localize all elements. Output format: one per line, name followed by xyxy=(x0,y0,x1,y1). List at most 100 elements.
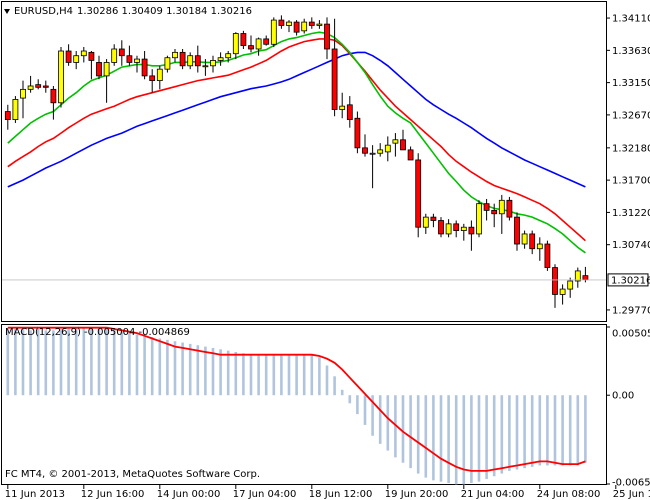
candle xyxy=(346,96,353,128)
macd-bar xyxy=(454,395,458,485)
candle-body xyxy=(141,58,148,77)
macd-header: MACD(12,26,9) -0.005004 -0.004869 xyxy=(5,327,190,338)
candle-body xyxy=(316,23,323,26)
candle-body xyxy=(126,55,133,63)
candle xyxy=(202,59,209,76)
candle-body xyxy=(42,85,49,88)
macd-signal xyxy=(7,326,586,472)
macd-bar xyxy=(553,395,557,466)
macd-bar xyxy=(302,354,306,396)
candle xyxy=(316,20,323,29)
candle xyxy=(217,52,224,66)
candle xyxy=(438,217,444,238)
candle-body xyxy=(4,111,11,121)
time-tick-label: 14 Jun 00:00 xyxy=(157,489,221,500)
time-tick-label: 21 Jun 04:00 xyxy=(461,489,525,500)
candle xyxy=(278,15,285,29)
macd-bar xyxy=(409,395,412,469)
candle xyxy=(187,52,194,70)
candle xyxy=(506,196,513,221)
price-tick-label: 1.29770 xyxy=(612,305,650,316)
candle-body xyxy=(468,226,475,235)
candle-body xyxy=(574,270,581,282)
candle-body xyxy=(149,75,156,81)
time-tick-label: 17 Jun 04:00 xyxy=(233,489,297,500)
macd-bar xyxy=(158,338,162,396)
candle xyxy=(384,136,391,162)
candle xyxy=(194,45,201,73)
candle xyxy=(164,55,171,73)
macd-bar xyxy=(432,395,435,481)
macd-bar xyxy=(568,395,572,466)
candle-body xyxy=(194,55,201,67)
candle-body xyxy=(187,55,194,67)
candle-body xyxy=(255,38,262,50)
candle-body xyxy=(384,144,391,153)
candle xyxy=(225,51,232,63)
candle xyxy=(270,17,277,47)
candle xyxy=(42,80,49,93)
candle xyxy=(445,219,452,238)
candle xyxy=(50,85,57,120)
candle-body xyxy=(483,203,490,211)
candle-body xyxy=(240,33,247,47)
candle-body xyxy=(202,65,209,68)
candle-body xyxy=(369,152,376,155)
macd-bar xyxy=(348,395,352,404)
candle xyxy=(4,104,11,130)
candle xyxy=(210,55,216,73)
candle-body xyxy=(210,60,216,67)
macd-bar xyxy=(500,395,504,474)
candle-body xyxy=(476,203,482,235)
candle-body xyxy=(134,58,140,63)
candle xyxy=(331,18,338,117)
macd-bar xyxy=(584,395,587,463)
candle xyxy=(96,55,102,80)
candle-body xyxy=(567,280,574,290)
macd-bar xyxy=(234,351,238,396)
candle-body xyxy=(270,19,277,45)
candle-body xyxy=(498,199,505,215)
macd-bar xyxy=(340,389,344,396)
candle xyxy=(354,111,361,154)
candle xyxy=(498,194,505,234)
macd-bar xyxy=(44,330,48,396)
price-tick-label: 1.34110 xyxy=(612,14,650,25)
candle-body xyxy=(286,21,292,26)
candle-body xyxy=(536,243,543,250)
candle xyxy=(491,203,498,228)
macd-bar xyxy=(325,365,329,396)
candle-body xyxy=(103,62,110,77)
candle-body xyxy=(263,38,270,45)
candle xyxy=(422,213,429,234)
macd-bar xyxy=(242,353,245,396)
candle xyxy=(339,92,346,119)
macd-bar xyxy=(363,395,367,425)
macd-bar xyxy=(508,395,511,471)
candle xyxy=(12,96,19,123)
macd-bar xyxy=(576,395,580,466)
price-tick-label: 1.33150 xyxy=(612,78,650,89)
macd-bar xyxy=(59,329,63,396)
candle xyxy=(529,230,536,255)
ma-slow-line xyxy=(7,51,586,188)
candle xyxy=(521,230,528,249)
candle-body xyxy=(552,267,558,295)
candle xyxy=(126,45,133,66)
candle-body xyxy=(430,216,437,221)
price-tick-label: 1.31700 xyxy=(612,176,650,187)
candle-body xyxy=(453,223,460,231)
candle xyxy=(58,46,64,108)
macd-bar xyxy=(82,327,86,396)
time-axis: 11 Jun 2013 12 Jun 16:00 14 Jun 00:00 17 Ju… xyxy=(5,485,650,500)
price-pane-frame xyxy=(1,1,607,322)
macd-pane-frame xyxy=(1,324,607,485)
macd-bar xyxy=(257,354,260,396)
candle xyxy=(362,134,368,157)
candle xyxy=(118,40,125,66)
macd-bar xyxy=(378,395,382,444)
candle-body xyxy=(438,220,444,235)
candle-body xyxy=(164,57,171,70)
